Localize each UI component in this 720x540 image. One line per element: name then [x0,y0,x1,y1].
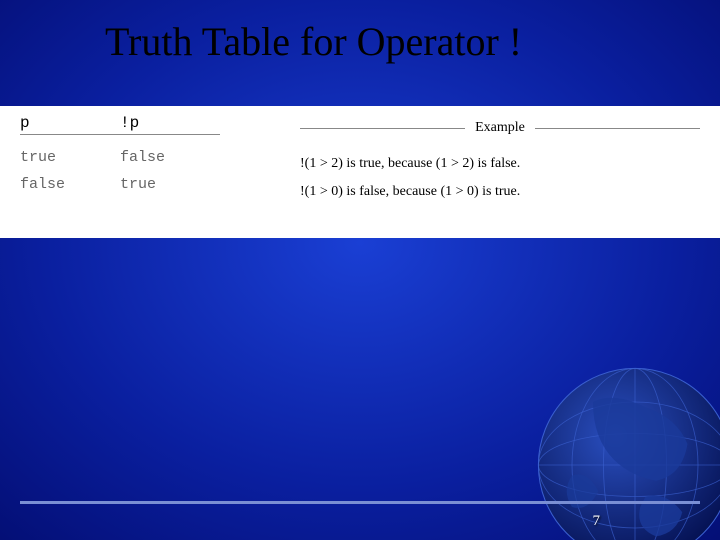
page-number: 7 [593,513,601,530]
footer-rule [20,501,700,504]
table-header-p: p [20,114,120,132]
cell-np: false [120,149,220,166]
cell-p: false [20,176,120,193]
rule-right [535,128,700,129]
truth-table: p !p true false false true [0,106,290,238]
globe-icon [530,360,720,540]
example-line: !(1 > 0) is false, because (1 > 0) is tr… [300,184,700,200]
table-header-row: p !p [20,114,220,135]
rule-left [300,128,465,129]
content-strip: p !p true false false true Example !(1 >… [0,106,720,238]
table-row: true false [20,149,270,166]
table-row: false true [20,176,270,193]
table-header-not-p: !p [120,114,220,132]
example-block: Example !(1 > 2) is true, because (1 > 2… [290,106,720,238]
slide-title: Truth Table for Operator ! [105,18,522,65]
cell-p: true [20,149,120,166]
example-label: Example [465,120,535,136]
cell-np: true [120,176,220,193]
example-line: !(1 > 2) is true, because (1 > 2) is fal… [300,156,700,172]
example-header: Example [300,120,700,136]
slide: Truth Table for Operator ! p !p true fal… [0,0,720,540]
